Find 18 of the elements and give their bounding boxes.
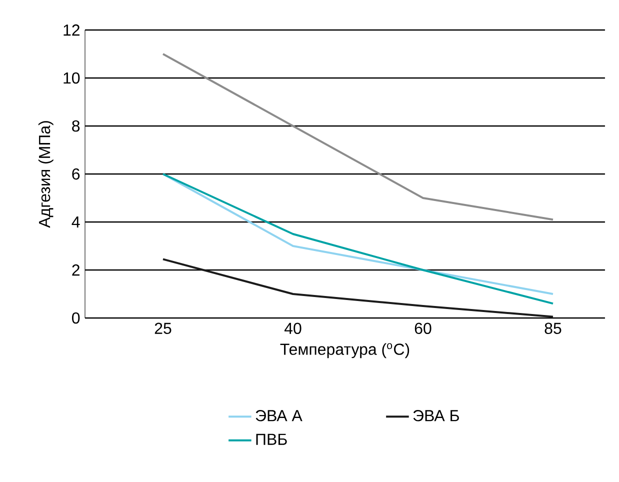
y-tick-label: 8: [72, 120, 80, 132]
legend-label: ЭВА А: [256, 410, 302, 422]
line-series: [162, 52, 554, 221]
y-tick-label: 12: [64, 24, 80, 36]
y-tick-label: 2: [72, 264, 80, 276]
y-axis-title: Адгезия (МПа): [38, 121, 54, 228]
x-tick-label: 85: [544, 322, 562, 334]
y-tick-label: 10: [64, 72, 80, 84]
x-tick-label: 25: [154, 322, 172, 334]
line-series: [162, 258, 554, 318]
y-tick-label: 4: [72, 216, 80, 228]
y-tick-label: 0: [72, 312, 80, 324]
y-tick-label: 6: [72, 168, 80, 180]
x-tick-label: 60: [414, 322, 432, 334]
x-tick-label: 40: [284, 322, 302, 334]
legend-label: ЭВА Б: [413, 410, 459, 422]
legend-label: ПВБ: [256, 434, 287, 445]
x-axis-title: Температура ($^{o}$C): [280, 343, 410, 358]
